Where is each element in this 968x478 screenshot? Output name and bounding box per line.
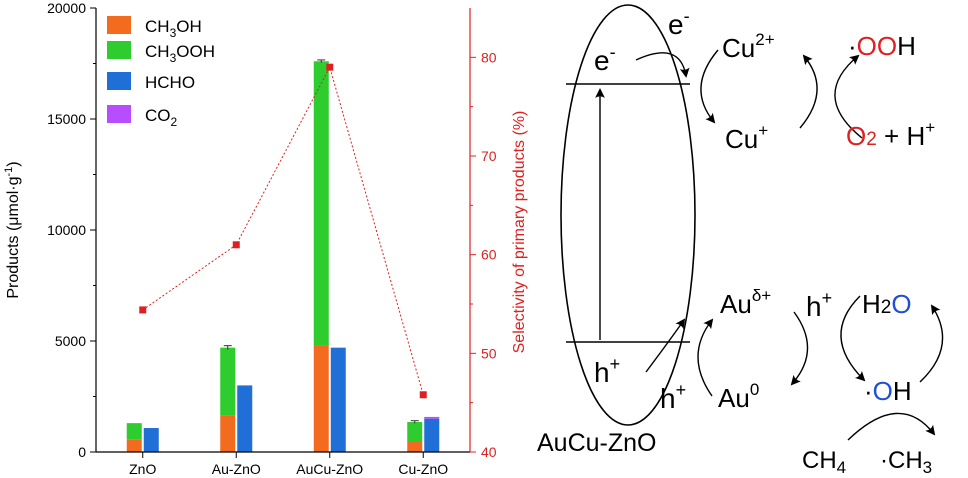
y2-tick-label: 70 (481, 148, 497, 164)
catalyst-label: AuCu-ZnO (537, 429, 656, 457)
bar-ch3oh-0 (126, 439, 142, 452)
selectivity-point-0 (139, 306, 147, 314)
hole-transfer-arrow (645, 318, 686, 373)
o2-label: O2 + H+ (846, 118, 935, 151)
bar-co2-3 (424, 416, 440, 419)
h-to-water-label: h+ (806, 288, 832, 322)
catalyst-ellipse (560, 4, 696, 426)
electron-label: e- (594, 42, 616, 76)
water-oxidation-arrow (840, 295, 866, 382)
o2-to-ooh-arrow (834, 54, 863, 139)
y-tick-label: 10000 (47, 222, 86, 238)
y2-tick-label: 60 (481, 247, 497, 263)
y2-tick-label: 80 (481, 49, 497, 65)
y-tick-label: 15000 (47, 111, 86, 127)
au-oxidation-arrow (697, 318, 714, 397)
y-ticks: 0 5000 10000 15000 20000 (47, 0, 96, 460)
selectivity-point-3 (419, 391, 427, 399)
legend-label-ch3ooh: CH3OOH (145, 42, 215, 65)
legend-label-ch3oh: CH3OH (145, 17, 202, 40)
bar-ch3oh-2 (313, 345, 329, 452)
bars-group (126, 59, 440, 452)
legend-label-hcho: HCHO (145, 73, 195, 92)
selectivity-line (142, 65, 424, 395)
cu1-label: Cu+ (725, 121, 768, 154)
x-tick-label: Au-ZnO (212, 461, 261, 477)
legend-swatch-ch3oh (107, 16, 131, 34)
y2-ticks: 40 50 60 70 80 (470, 49, 497, 460)
selectivity-series (139, 63, 427, 399)
au-reduction-arrow (790, 311, 809, 386)
legend-swatch-ch3ooh (107, 41, 131, 59)
y2-tick-label: 50 (481, 345, 497, 361)
x-tick-label: ZnO (129, 461, 156, 477)
bar-hcho-0 (143, 428, 159, 452)
bar-hcho-2 (330, 347, 346, 452)
cu2-label: Cu2+ (722, 30, 775, 63)
mechanism-diagram: e- h+ AuCu-ZnO e- Cu2+ Cu+ ·OOH O2 + H+ … (537, 4, 944, 477)
y-tick-label: 0 (78, 444, 86, 460)
y-tick-label: 20000 (47, 0, 86, 16)
methane-activation-arrow (847, 412, 936, 441)
bar-hcho-3 (424, 418, 440, 452)
au0-label: Au0 (718, 380, 759, 413)
y2-axis-label: Selectivity of primary products (%) (511, 111, 528, 354)
bar-ch3oh-3 (407, 442, 423, 452)
cu-reduction-arrow (700, 49, 719, 124)
y-tick-label: 5000 (55, 333, 86, 349)
bar-chart: 0 5000 10000 15000 20000 40 50 60 70 80 ZnO Au-Zn… (3, 0, 528, 477)
y-axis-label: Products (μmol·g-1) (3, 161, 22, 298)
ooh-label: ·OOH (848, 31, 916, 61)
e-transfer-label: e- (668, 6, 690, 40)
selectivity-point-1 (232, 241, 240, 249)
bar-ch3oh-1 (220, 415, 236, 452)
electron-transfer-arrow (635, 52, 690, 78)
bar-ch3ooh-0 (126, 423, 142, 440)
oh-regeneration-arrow (919, 304, 944, 383)
au-delta-label: Auδ+ (720, 286, 771, 319)
oh-label: ·OH (864, 376, 912, 406)
h-transfer-label: h+ (660, 380, 686, 414)
selectivity-point-2 (326, 63, 334, 71)
x-tick-label: AuCu-ZnO (296, 461, 363, 477)
ch4-label: CH4 (802, 447, 846, 477)
legend-swatch-hcho (107, 72, 131, 90)
bar-ch3ooh-1 (220, 347, 236, 416)
bar-hcho-1 (237, 385, 253, 452)
x-ticks: ZnO Au-ZnO AuCu-ZnO Cu-ZnO (129, 452, 448, 477)
y2-tick-label: 40 (481, 444, 497, 460)
bar-ch3ooh-2 (313, 61, 329, 346)
ch3-label: ·CH3 (880, 447, 932, 477)
legend-swatch-co2 (107, 105, 131, 123)
cu-oxidation-arrow (799, 54, 818, 129)
legend: CH3OH CH3OOH HCHO CO2 (107, 16, 215, 129)
legend-label-co2: CO2 (145, 106, 178, 129)
hole-label: h+ (594, 354, 620, 388)
bar-ch3ooh-3 (407, 422, 423, 443)
h2o-label: H2O (862, 289, 912, 319)
x-tick-label: Cu-ZnO (398, 461, 448, 477)
